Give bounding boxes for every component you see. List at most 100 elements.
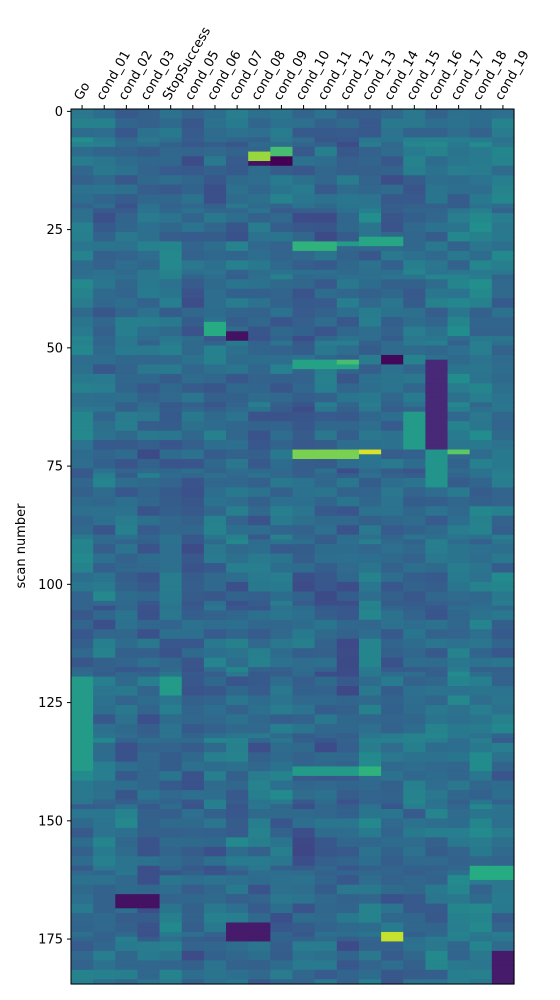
heatmap-cell [71,969,94,976]
heatmap-cell [425,373,449,380]
heatmap-cell [314,156,338,162]
heatmap-cell [137,529,161,536]
heatmap-cell [358,931,382,938]
heatmap-cell [203,577,227,583]
heatmap-cell [93,799,116,805]
heatmap-cell [336,506,360,512]
heatmap-cell [159,137,183,143]
heatmap-cell [358,137,382,143]
heatmap-cell [425,525,449,531]
heatmap-cell [226,657,249,663]
heatmap-cell [314,903,338,909]
heatmap-cell [336,927,360,933]
heatmap-cell [381,979,404,985]
heatmap-cell [425,487,449,493]
heatmap-cell [381,733,404,739]
heatmap-cell [203,780,227,786]
heatmap-cell [336,809,360,815]
heatmap-cell [292,913,316,919]
heatmap-cell [137,719,161,725]
heatmap-cell [203,430,227,436]
heatmap-cell [381,809,404,815]
heatmap-cell [203,723,227,730]
heatmap-cell [425,307,449,313]
heatmap-cell [358,529,382,536]
heatmap-cell [292,194,316,200]
heatmap-cell [226,151,249,157]
heatmap-cell [93,170,116,176]
heatmap-cell [226,350,249,356]
heatmap-cell [93,250,116,257]
heatmap-cell [314,894,338,900]
heatmap-cell [447,837,471,843]
heatmap-cell [336,596,360,602]
heatmap-cell [203,359,227,366]
heatmap-cell [292,539,316,545]
heatmap-cell [137,421,161,427]
heatmap-cell [248,634,271,640]
heatmap-cell [292,525,316,531]
heatmap-cell [137,482,161,488]
heatmap-cell [248,615,271,621]
heatmap-cell [71,596,94,602]
heatmap-cell [469,638,493,645]
heatmap-cell [381,946,404,952]
heatmap-cell [469,515,493,522]
heatmap-cell [270,255,294,261]
heatmap-cell [137,260,161,266]
heatmap-cell [447,799,471,805]
heatmap-cell [358,794,382,801]
heatmap-cell [115,539,139,545]
heatmap-cell [292,846,316,853]
heatmap-cell [226,208,249,214]
heatmap-cell [115,965,139,971]
heatmap-cell [358,184,382,191]
heatmap-cell [248,671,271,678]
heatmap-cell [381,354,404,361]
heatmap-cell [447,312,471,318]
heatmap-cell [203,809,227,815]
heatmap-cell [71,558,94,564]
heatmap-cell [137,459,161,465]
heatmap-cell [469,917,493,924]
heatmap-cell [226,979,249,985]
heatmap-cell [358,690,382,697]
heatmap-cell [71,875,94,881]
heatmap-cell [314,756,338,763]
heatmap-cell [115,302,139,309]
heatmap-cell [248,482,271,488]
heatmap-cell [336,974,360,980]
heatmap-cell [115,563,139,569]
heatmap-cell [159,321,183,328]
heatmap-cell [115,832,139,838]
heatmap-cell [270,506,294,512]
heatmap-cell [270,884,294,891]
heatmap-cell [447,946,471,952]
heatmap-cell [425,813,449,820]
heatmap-cell [226,846,249,853]
heatmap-cell [71,600,94,607]
heatmap-cell [137,965,161,971]
heatmap-cell [181,643,205,649]
heatmap-cell [137,544,161,550]
heatmap-cell [469,856,493,862]
heatmap-cell [358,804,382,810]
heatmap-cell [137,179,161,186]
heatmap-cell [270,846,294,853]
heatmap-cell [469,184,493,191]
heatmap-cell [381,761,404,768]
heatmap-cell [292,884,316,891]
heatmap-cell [403,596,426,602]
heatmap-cell [381,922,404,928]
heatmap-cell [115,742,139,749]
heatmap-cell [358,241,382,247]
heatmap-cell [314,336,338,342]
heatmap-cell [181,487,205,493]
heatmap-cell [336,738,360,744]
heatmap-cell [447,492,471,498]
heatmap-cell [469,364,493,370]
heatmap-cell [491,969,515,976]
heatmap-cell [115,931,139,938]
heatmap-cell [314,974,338,980]
heatmap-cell [292,931,316,938]
